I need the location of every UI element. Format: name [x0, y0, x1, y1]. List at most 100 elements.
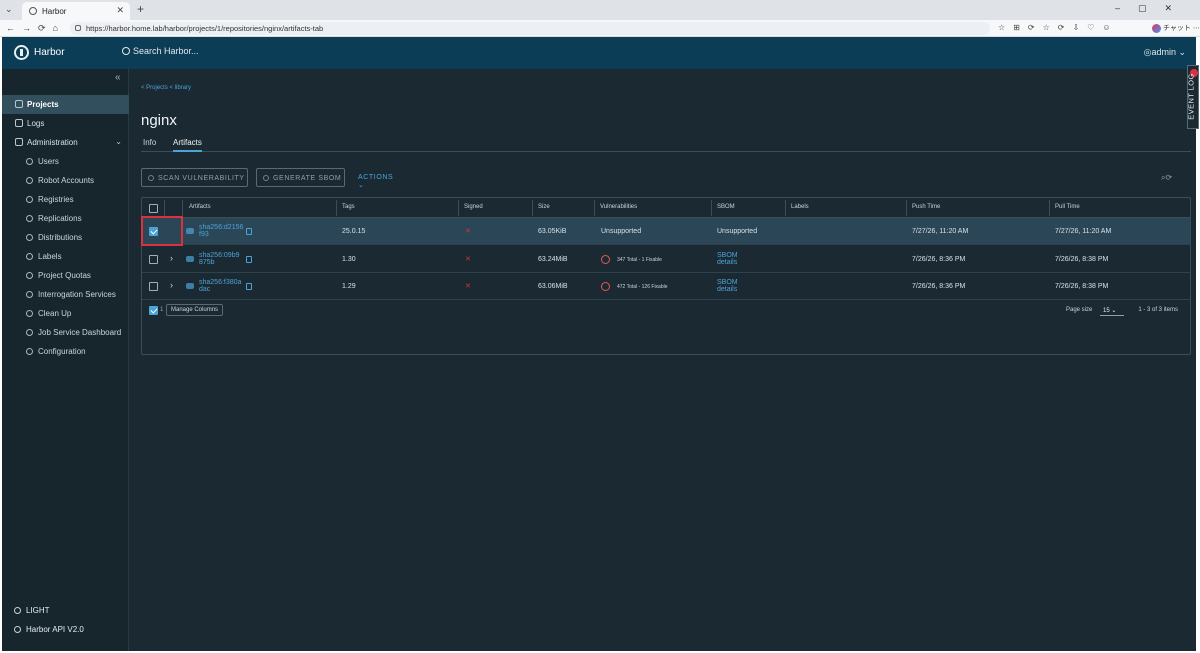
- sidebar-item-job-service-dashboard[interactable]: Job Service Dashboard: [2, 323, 129, 342]
- sidebar-item-project-quotas[interactable]: Project Quotas: [2, 266, 129, 285]
- sbom-details-link[interactable]: SBOM details: [717, 252, 738, 266]
- sidebar-item-label: Replications: [38, 214, 82, 223]
- sbom-link-part: SBOM: [717, 279, 738, 286]
- column-separator: [182, 200, 183, 216]
- selection-indicator-checkbox[interactable]: [149, 306, 158, 315]
- column-header-size[interactable]: Size: [538, 204, 550, 210]
- datagrid-header: Artifacts Tags Signed Size Vulnerabiliti…: [142, 198, 1190, 218]
- row-checkbox[interactable]: [149, 282, 158, 291]
- generate-sbom-button[interactable]: GENERATE SBOM: [256, 168, 345, 187]
- column-header-sbom[interactable]: SBOM: [717, 204, 735, 210]
- column-header-signed[interactable]: Signed: [464, 204, 483, 210]
- sidebar-item-replications[interactable]: Replications: [2, 209, 129, 228]
- tab-info[interactable]: Info: [143, 138, 157, 147]
- sbom-details-link[interactable]: SBOM details: [717, 279, 738, 293]
- row-checkbox[interactable]: [149, 255, 158, 264]
- actions-dropdown[interactable]: ACTIONS ⌄: [358, 174, 394, 189]
- sidebar-item-clean-up[interactable]: Clean Up: [2, 304, 129, 323]
- sidebar-item-label: Labels: [38, 252, 62, 261]
- theme-toggle[interactable]: LIGHT: [2, 603, 129, 619]
- expand-row-chevron-icon[interactable]: ›: [170, 253, 173, 263]
- browser-tab[interactable]: Harbor ✕: [22, 2, 130, 20]
- copy-icon[interactable]: [246, 228, 252, 235]
- sidebar-item-registries[interactable]: Registries: [2, 190, 129, 209]
- digest-part: dac: [199, 286, 211, 293]
- manage-columns-button[interactable]: Manage Columns: [166, 304, 224, 316]
- column-header-pull-time[interactable]: Pull Time: [1055, 204, 1080, 210]
- sidebar-item-label: Clean Up: [38, 309, 72, 318]
- vulnerability-summary[interactable]: 347 Total - 1 Fixable: [617, 257, 662, 263]
- sidebar-item-labels[interactable]: Labels: [2, 247, 129, 266]
- sidebar-item-projects[interactable]: Projects: [2, 95, 129, 114]
- tags-cell: 1.30: [342, 256, 356, 263]
- column-header-tags[interactable]: Tags: [342, 204, 355, 210]
- size-cell: 63.05KiB: [538, 228, 567, 235]
- push-time-cell: 7/26/26, 8:36 PM: [912, 283, 966, 290]
- url-field[interactable]: https://harbor.home.lab/harbor/projects/…: [70, 22, 990, 35]
- theme-label: LIGHT: [26, 606, 50, 615]
- gear-icon: [26, 348, 33, 355]
- profile-button[interactable]: チャット ⋯: [1152, 23, 1200, 33]
- artifact-digest-link[interactable]: sha256:f380a dac: [199, 279, 241, 293]
- search-placeholder: Search Harbor...: [133, 46, 199, 56]
- page-size-select[interactable]: 15 ⌄: [1100, 304, 1124, 316]
- table-row[interactable]: › sha256:09b9 875b 1.30 ✕ 63.24MiB 347 To…: [142, 246, 1190, 273]
- user-menu[interactable]: ◎admin ⌄: [1143, 47, 1186, 57]
- tab-list-chevron-icon[interactable]: ⌄: [5, 4, 13, 14]
- push-time-cell: 7/27/26, 11:20 AM: [912, 228, 969, 235]
- sidebar-item-distributions[interactable]: Distributions: [2, 228, 129, 247]
- grid-search-refresh-icons[interactable]: ⌕⟳: [1161, 173, 1173, 182]
- column-header-push-time[interactable]: Push Time: [912, 204, 941, 210]
- column-header-artifacts[interactable]: Artifacts: [189, 204, 211, 210]
- table-row[interactable]: › sha256:f380a dac 1.29 ✕ 63.06MiB 472 To…: [142, 273, 1190, 300]
- logs-icon: [15, 119, 23, 127]
- brand-name[interactable]: Harbor: [34, 47, 65, 58]
- copilot-icon: [1152, 23, 1161, 33]
- event-log-button[interactable]: EVENT LOG: [1187, 65, 1199, 129]
- sidebar-item-administration[interactable]: Administration ⌄: [2, 133, 129, 152]
- sidebar-item-label: Job Service Dashboard: [38, 328, 122, 337]
- browser-tab-bar: ⌄ Harbor ✕ + –▢✕: [0, 0, 1200, 20]
- close-tab-icon[interactable]: ✕: [116, 5, 124, 15]
- vulnerability-summary[interactable]: 472 Total - 126 Fixable: [617, 284, 668, 290]
- sidebar-item-interrogation-services[interactable]: Interrogation Services: [2, 285, 129, 304]
- distributions-icon: [26, 234, 33, 241]
- artifact-digest-link[interactable]: sha256:d2156 f93: [199, 224, 243, 238]
- artifact-digest-link[interactable]: sha256:09b9 875b: [199, 252, 239, 266]
- collapse-sidebar-icon[interactable]: «: [115, 72, 121, 83]
- tab-artifacts[interactable]: Artifacts: [173, 138, 202, 152]
- new-tab-plus-icon[interactable]: +: [137, 2, 145, 16]
- digest-part: sha256:d2156: [199, 224, 244, 231]
- labels-icon: [26, 253, 33, 260]
- sidebar-item-robot-accounts[interactable]: Robot Accounts: [2, 171, 129, 190]
- expand-row-chevron-icon[interactable]: ›: [170, 280, 173, 290]
- select-all-checkbox[interactable]: [149, 204, 158, 213]
- copy-icon[interactable]: [246, 283, 252, 290]
- row-checkbox[interactable]: [149, 227, 158, 236]
- api-link[interactable]: Harbor API V2.0: [2, 622, 129, 638]
- shield-icon: [148, 175, 154, 181]
- not-signed-icon: ✕: [465, 283, 471, 290]
- sidebar-item-users[interactable]: Users: [2, 152, 129, 171]
- browser-toolbar-icons[interactable]: ☆⊞⟳☆⟳⇩♡☺: [998, 23, 1119, 32]
- sidebar-item-configuration[interactable]: Configuration: [2, 342, 129, 361]
- browser-nav-icons[interactable]: ←→⟳⌂: [6, 23, 65, 33]
- administration-icon: [15, 138, 23, 146]
- digest-part: sha256:09b9: [199, 252, 240, 259]
- global-search[interactable]: Search Harbor...: [122, 46, 199, 56]
- window-controls[interactable]: –▢✕: [1114, 3, 1190, 13]
- copy-icon[interactable]: [246, 256, 252, 263]
- breadcrumb[interactable]: < Projects < library: [141, 85, 192, 91]
- harbor-logo-icon[interactable]: [14, 45, 29, 60]
- column-separator: [458, 200, 459, 216]
- projects-icon: [15, 100, 23, 108]
- column-header-vulnerabilities[interactable]: Vulnerabilities: [600, 204, 638, 210]
- scan-vulnerability-button[interactable]: SCAN VULNERABILITY: [141, 168, 248, 187]
- replications-icon: [26, 215, 33, 222]
- tags-cell: 1.29: [342, 283, 356, 290]
- column-header-labels[interactable]: Labels: [791, 204, 809, 210]
- search-icon: [122, 47, 130, 55]
- pull-time-cell: 7/26/26, 8:38 PM: [1055, 283, 1109, 290]
- table-row[interactable]: sha256:d2156 f93 25.0.15 ✕ 63.05KiB Unsup…: [141, 216, 1190, 246]
- sidebar-item-logs[interactable]: Logs: [2, 114, 129, 133]
